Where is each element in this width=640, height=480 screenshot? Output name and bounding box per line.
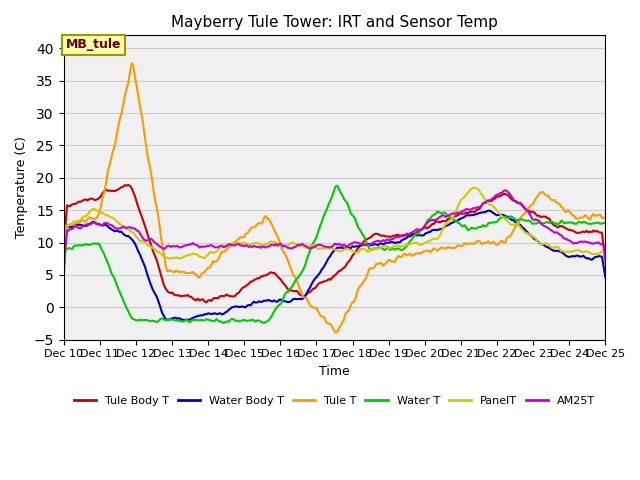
Line: Tule Body T: Tule Body T — [63, 185, 605, 302]
Water T — [445, 214, 453, 220]
Water Body T — [60, 255, 67, 261]
Text: MB_tule: MB_tule — [65, 38, 121, 51]
Water Body T — [180, 317, 188, 323]
Tule T — [332, 330, 339, 336]
Water T — [508, 214, 516, 220]
Tule T — [140, 124, 147, 130]
Water T — [539, 220, 547, 226]
Water Body T — [508, 217, 516, 223]
Line: AM25T: AM25T — [63, 190, 605, 269]
Water T — [138, 317, 146, 323]
Water T — [602, 220, 609, 226]
Tule Body T — [60, 244, 67, 250]
Tule T — [128, 60, 136, 66]
Title: Mayberry Tule Tower: IRT and Sensor Temp: Mayberry Tule Tower: IRT and Sensor Temp — [171, 15, 498, 30]
PanelT — [60, 265, 67, 271]
Water Body T — [602, 275, 609, 280]
AM25T — [537, 220, 545, 226]
Tule T — [452, 244, 460, 250]
Tule T — [60, 265, 67, 271]
Water Body T — [444, 222, 451, 228]
AM25T — [442, 214, 450, 220]
Line: Tule T: Tule T — [63, 63, 605, 333]
Line: Water Body T: Water Body T — [63, 211, 605, 320]
X-axis label: Time: Time — [319, 365, 350, 378]
Tule T — [445, 244, 453, 250]
Water T — [452, 218, 460, 224]
PanelT — [138, 239, 146, 244]
AM25T — [501, 187, 509, 193]
Line: Water T: Water T — [63, 186, 605, 323]
Water T — [333, 183, 341, 189]
Tule Body T — [452, 213, 460, 219]
Water T — [60, 276, 67, 281]
Water Body T — [138, 256, 146, 262]
Tule Body T — [124, 182, 132, 188]
Legend: Tule Body T, Water Body T, Tule T, Water T, PanelT, AM25T: Tule Body T, Water Body T, Tule T, Water… — [70, 391, 599, 410]
Water T — [220, 320, 227, 326]
PanelT — [602, 263, 609, 268]
PanelT — [449, 215, 456, 221]
AM25T — [449, 211, 456, 216]
Line: PanelT: PanelT — [63, 188, 605, 268]
Tule Body T — [539, 214, 547, 219]
PanelT — [442, 221, 450, 227]
Y-axis label: Temperature (C): Temperature (C) — [15, 137, 28, 239]
AM25T — [506, 192, 514, 198]
PanelT — [469, 185, 477, 191]
Tule T — [602, 215, 609, 221]
Water Body T — [342, 245, 349, 251]
PanelT — [506, 221, 514, 227]
Tule T — [508, 230, 516, 236]
PanelT — [340, 247, 348, 252]
AM25T — [60, 266, 67, 272]
Tule Body T — [602, 261, 609, 266]
Water Body T — [484, 208, 492, 214]
Tule Body T — [445, 216, 453, 222]
Water Body T — [451, 219, 458, 225]
AM25T — [602, 257, 609, 263]
Tule Body T — [202, 300, 210, 305]
AM25T — [340, 241, 348, 247]
Tule T — [539, 189, 547, 195]
Water T — [344, 200, 351, 206]
Tule Body T — [344, 260, 351, 266]
Tule Body T — [140, 219, 147, 225]
PanelT — [537, 241, 545, 247]
Water Body T — [539, 241, 547, 247]
AM25T — [138, 234, 146, 240]
Tule T — [344, 309, 351, 314]
Tule Body T — [508, 197, 516, 203]
